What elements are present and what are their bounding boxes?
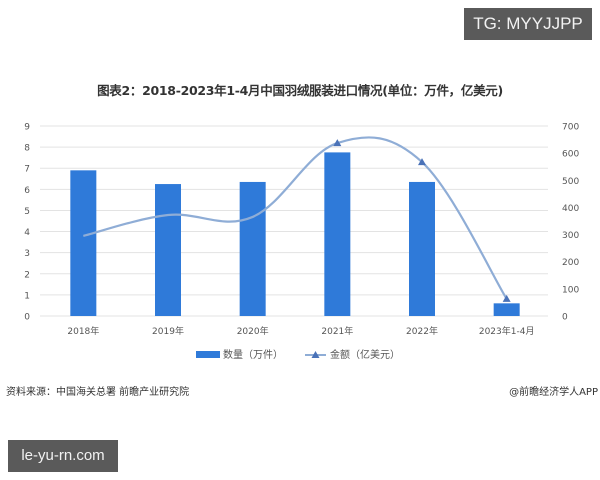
left-axis-tick: 0: [24, 313, 30, 323]
x-axis-label: 2020年: [237, 325, 269, 337]
right-axis-tick: 700: [562, 123, 579, 133]
bar: [155, 184, 181, 316]
left-axis-tick: 7: [24, 165, 30, 175]
x-axis-label: 2018年: [67, 325, 99, 337]
right-axis-tick: 100: [562, 285, 579, 295]
x-axis-label: 2021年: [321, 325, 353, 337]
left-axis-tick: 4: [24, 228, 30, 238]
triangle-marker-icon: [502, 294, 511, 302]
bar: [239, 181, 266, 316]
bar: [70, 170, 97, 316]
left-axis-tick: 8: [24, 144, 30, 154]
left-axis-tick: 1: [24, 291, 30, 301]
legend-triangle-icon: [311, 351, 320, 358]
bar: [409, 181, 435, 316]
x-axis-label: 2019年: [152, 325, 184, 337]
combo-chart: 0 1 2 3 4 5 6 7 8 9 0 100 200 300 400 500 600 700 2018年 201…: [24, 123, 579, 362]
watermark-badge-bottom: le-yu-rn.com: [8, 440, 118, 472]
watermark-badge-top: TG: MYYJJPP: [464, 8, 592, 40]
line-series: [83, 136, 508, 300]
left-axis-tick: 6: [24, 186, 30, 196]
legend-label-bar: 数量（万件）: [223, 348, 283, 361]
legend-bar-swatch: [196, 351, 220, 358]
x-axis-label: 2023年1-4月: [479, 325, 535, 337]
right-axis-tick: 400: [562, 204, 579, 214]
right-axis-tick: 500: [562, 177, 579, 187]
left-axis-tick: 5: [24, 207, 30, 217]
credit-note: @前瞻经济学人APP: [509, 387, 598, 398]
left-axis-tick: 3: [24, 249, 30, 259]
right-axis-tick: 0: [562, 313, 568, 323]
left-axis-tick: 2: [24, 270, 30, 280]
bar: [324, 152, 351, 316]
left-axis-tick: 9: [24, 123, 30, 133]
right-axis-tick: 200: [562, 258, 579, 268]
chart-title: 图表2：2018-2023年1-4月中国羽绒服装进口情况(单位：万件，亿美元): [97, 83, 503, 98]
bar: [493, 303, 520, 316]
right-axis-tick: 600: [562, 150, 579, 160]
triangle-marker-icon: [418, 158, 426, 166]
right-axis-tick: 300: [562, 231, 579, 241]
triangle-marker-icon: [333, 139, 342, 147]
source-note: 资料来源：中国海关总署 前瞻产业研究院: [6, 387, 190, 398]
x-axis-label: 2022年: [406, 325, 438, 337]
legend-label-line: 金额（亿美元）: [330, 348, 400, 361]
